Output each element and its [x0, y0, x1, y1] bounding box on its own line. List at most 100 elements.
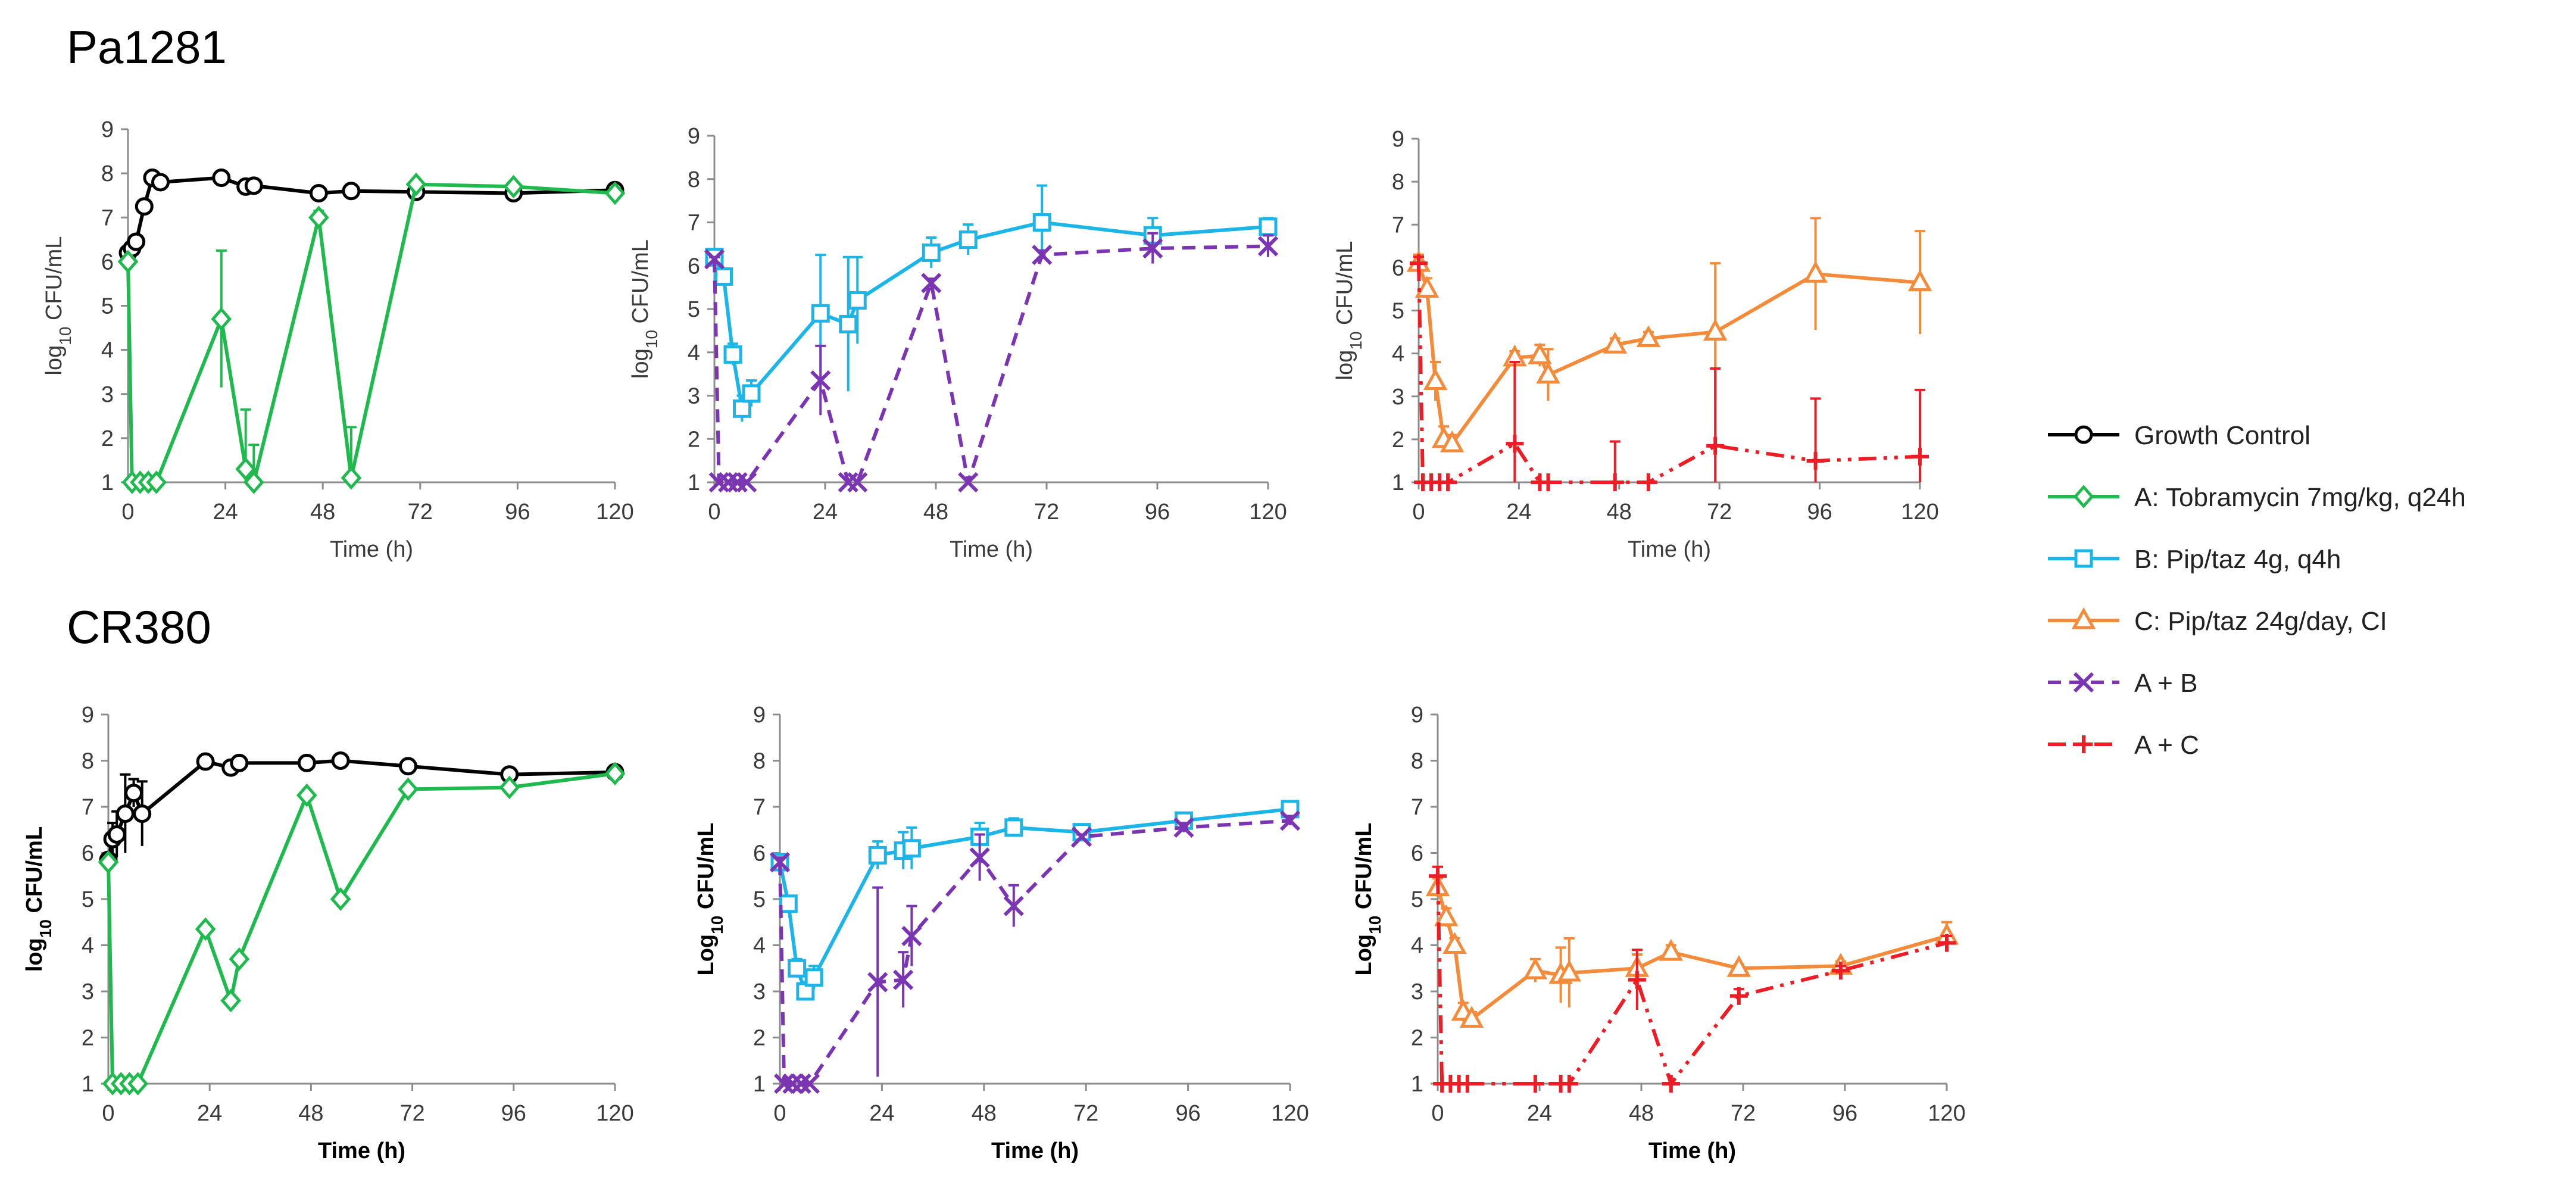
series-ab [704, 232, 1279, 493]
data-point [499, 775, 520, 800]
data-point [146, 470, 167, 494]
data-point [117, 249, 139, 274]
y-tick-label: 9 [1411, 703, 1423, 728]
y-tick-label: 4 [1392, 342, 1404, 367]
series-gc [118, 169, 625, 263]
data-point [736, 472, 757, 493]
y-tick-label: 6 [688, 254, 700, 279]
data-point [1639, 473, 1657, 491]
data-point [1523, 957, 1548, 979]
y-tick-label: 8 [82, 749, 94, 774]
y-axis-label: log10 CFU/mL [628, 239, 661, 379]
y-axis-label: log10 CFU/mL [1332, 241, 1365, 380]
x-tick-label: 48 [298, 1101, 323, 1126]
data-point [342, 182, 361, 201]
data-point [1628, 971, 1646, 989]
data-point [399, 757, 418, 776]
y-tick-label: 1 [101, 470, 114, 495]
y-axis-label: log10 CFU/mL [22, 826, 55, 972]
series-line [107, 759, 616, 860]
series-line [778, 807, 1291, 993]
y-tick-label: 3 [688, 384, 700, 409]
series-b [770, 800, 1300, 1001]
data-point [714, 267, 733, 286]
x-tick-label: 0 [773, 1101, 786, 1126]
data-point [848, 291, 867, 310]
y-tick-label: 5 [688, 297, 700, 322]
data-point [1606, 473, 1624, 491]
y-tick-label: 5 [1411, 887, 1423, 912]
y-tick-label: 1 [753, 1072, 766, 1097]
series-line [126, 182, 616, 484]
y-tick-label: 1 [82, 1072, 94, 1097]
data-point [718, 472, 739, 493]
data-point [308, 205, 329, 230]
series-c [1406, 217, 1932, 453]
data-point [398, 777, 419, 801]
series-c [1425, 874, 1959, 1028]
data-point [788, 959, 807, 978]
data-point [1459, 1006, 1484, 1028]
y-tick-label: 4 [82, 934, 94, 959]
data-point [1439, 473, 1457, 491]
x-tick-label: 48 [1629, 1101, 1654, 1126]
x-tick-label: 96 [1832, 1101, 1857, 1126]
data-point [1003, 896, 1024, 916]
x-tick-label: 0 [121, 500, 134, 525]
x-tick-label: 96 [1175, 1101, 1200, 1126]
x-tick-label: 96 [1807, 500, 1832, 525]
x-tick-label: 0 [102, 1101, 114, 1126]
data-point [1173, 817, 1194, 838]
series-gc [99, 751, 625, 869]
y-axis-label: Log10 CFU/mL [694, 822, 726, 975]
data-point [220, 988, 241, 1013]
legend-marker [2074, 425, 2093, 444]
y-tick-label: 4 [1411, 934, 1423, 959]
data-point [98, 850, 119, 874]
legend-marker [2075, 735, 2093, 753]
legend-label: A: Tobramycin 7mg/kg, q24h [2134, 483, 2466, 512]
x-axis-label: Time (h) [991, 1138, 1079, 1163]
x-axis-label: Time (h) [1628, 537, 1711, 562]
x-tick-label: 48 [310, 500, 335, 525]
y-axis-label: log10 CFU/mL [42, 236, 74, 376]
data-point [733, 399, 751, 418]
y-tick-label: 6 [101, 249, 114, 274]
data-point [235, 457, 257, 481]
data-point [839, 314, 858, 333]
y-tick-label: 6 [753, 841, 766, 866]
data-point [133, 804, 152, 823]
chart-panel-pa1281-c: 1 2 3 4 5 6 7 8 9 0 24 48 72 96 120 Time (h) log10 CFU/m… [1332, 127, 1939, 562]
chart-panel-pa1281-a: 1 2 3 4 5 6 7 8 9 0 24 48 72 96 120 Time (h) log10 CFU/m… [42, 117, 634, 562]
series-ab [769, 810, 1301, 1094]
data-point [704, 249, 725, 270]
y-tick-label: 8 [688, 167, 700, 192]
data-point [1423, 368, 1448, 391]
x-tick-label: 24 [197, 1101, 222, 1126]
data-point [243, 470, 264, 494]
y-tick-label: 1 [688, 470, 700, 495]
x-tick-label: 48 [1607, 500, 1632, 525]
x-tick-label: 72 [1731, 1101, 1756, 1126]
data-point [779, 894, 798, 913]
y-tick-label: 7 [753, 795, 766, 820]
y-tick-label: 4 [101, 338, 114, 363]
y-tick-label: 8 [753, 749, 766, 774]
y-tick-label: 4 [753, 934, 766, 959]
x-tick-label: 72 [1034, 500, 1059, 525]
data-point [1004, 818, 1023, 837]
legend-item-b: B: Pip/taz 4g, q4h [2048, 545, 2341, 574]
chart-panel-cr380-a: 1 2 3 4 5 6 7 8 9 0 24 48 72 96 120 Time (h) log10 CFU/m… [22, 703, 634, 1163]
data-point [135, 197, 154, 216]
series-line [1417, 263, 1921, 446]
y-tick-label: 3 [753, 979, 766, 1004]
series-ac [1410, 254, 1929, 491]
chart-panel-cr380-c: 1 2 3 4 5 6 7 8 9 0 24 48 72 96 120 Time (h) Log10 CFU/m… [1351, 703, 1966, 1163]
y-tick-label: 9 [753, 703, 766, 728]
legend-label: A + C [2134, 731, 2199, 760]
y-tick-label: 4 [688, 341, 700, 366]
data-point [1706, 436, 1725, 455]
y-tick-label: 9 [1392, 127, 1404, 152]
data-point [847, 472, 868, 493]
legend-marker [2074, 549, 2093, 568]
